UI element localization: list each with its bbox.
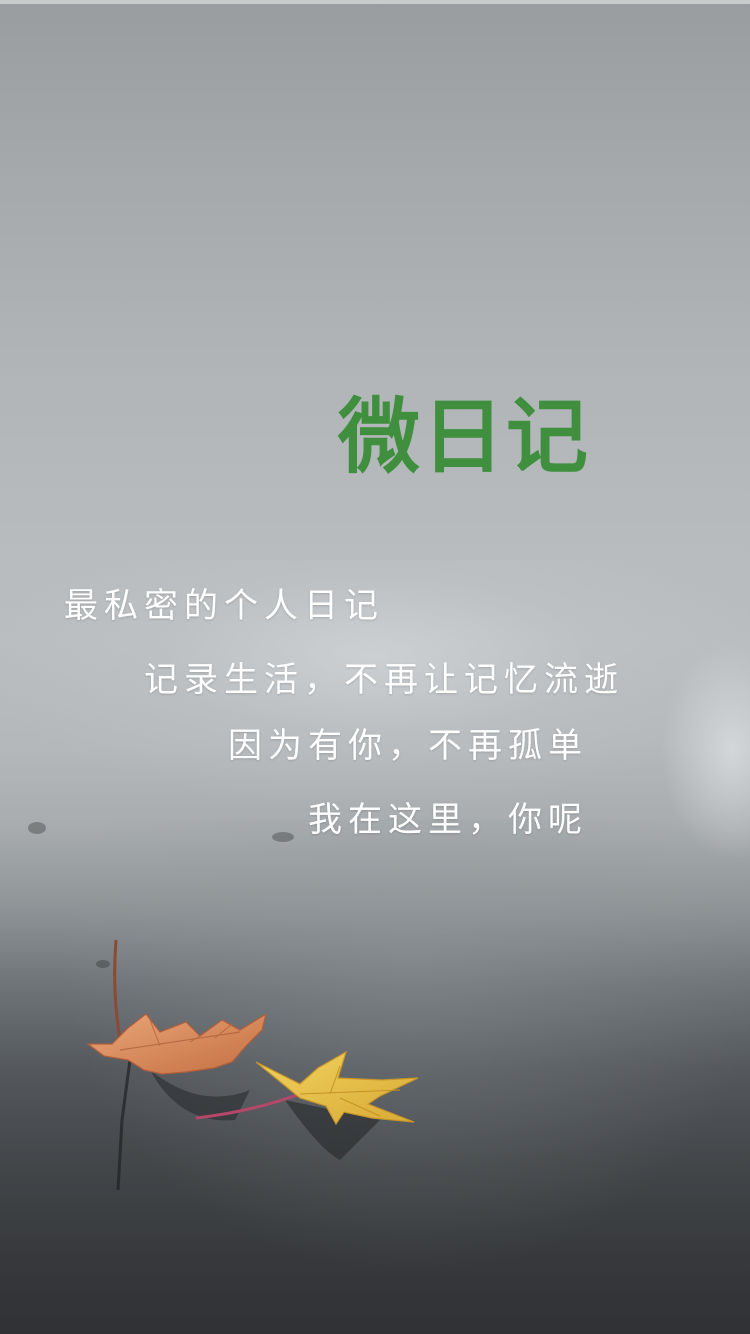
- leaf-reflection: [150, 1070, 250, 1121]
- tagline-line-1: 最私密的个人日记: [64, 586, 384, 626]
- horizon-haze: [0, 560, 750, 800]
- wet-ground-sheen: [0, 820, 750, 1334]
- leaf-vein: [149, 1019, 233, 1047]
- leaf-reflection: [116, 1059, 132, 1191]
- leaf-stem: [113, 939, 122, 1041]
- water-droplet: [96, 960, 110, 968]
- yellow-leaf: [255, 1050, 419, 1126]
- water-droplet: [272, 832, 294, 842]
- app-title: 微日记: [338, 390, 591, 485]
- status-strip: [0, 0, 750, 4]
- leaf-stem: [195, 1092, 301, 1120]
- leaf-vein: [119, 1031, 241, 1051]
- tagline-line-4: 我在这里，你呢: [308, 800, 588, 840]
- horizon-haze-right: [660, 640, 750, 860]
- leaf-vein: [299, 1065, 401, 1117]
- water-droplet: [28, 822, 46, 834]
- tagline-line-3: 因为有你，不再孤单: [228, 726, 588, 766]
- tagline-line-2: 记录生活，不再让记忆流逝: [144, 660, 624, 700]
- orange-leaf: [86, 1012, 267, 1075]
